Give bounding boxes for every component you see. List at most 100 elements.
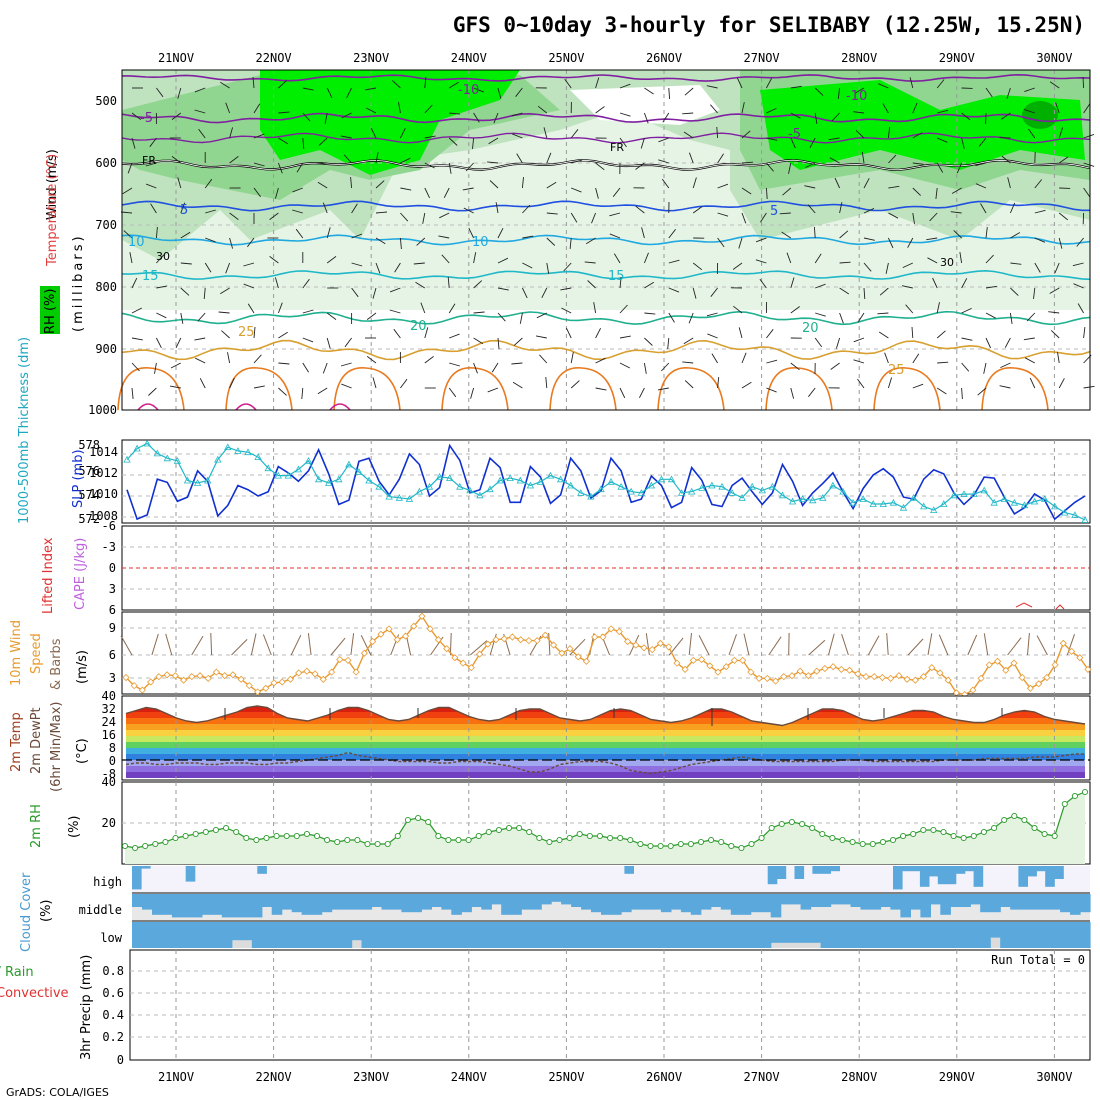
barb-7-12 <box>413 262 425 265</box>
slp-tick-1014: 1014 <box>89 445 118 459</box>
wind-pt-36 <box>418 612 426 620</box>
barb-4-18 <box>571 187 582 193</box>
temp-series <box>122 705 1090 775</box>
rh-pt-63 <box>758 834 765 842</box>
rh-pt-70 <box>829 834 836 842</box>
barb-12-39 <box>1083 385 1095 389</box>
date-bottom-28NOV: 28NOV <box>841 1070 877 1084</box>
rh-2m-series <box>121 788 1089 864</box>
barb-8-3 <box>203 287 206 300</box>
cloud-bar-1-6 <box>191 894 203 918</box>
wind-pt-17 <box>262 684 270 692</box>
barb-10-12 <box>424 327 429 339</box>
temp-band-4 <box>126 724 1085 730</box>
barb-10-15 <box>497 337 500 350</box>
barb-9-35 <box>985 312 996 319</box>
cloud-bar-1-95 <box>1080 894 1091 913</box>
barb-8-7 <box>302 278 310 289</box>
barb-11-3 <box>195 357 206 364</box>
cloud-bar-1-22 <box>351 894 363 910</box>
barb-9-2 <box>180 312 184 324</box>
thickness-pt-60 <box>728 489 736 496</box>
wind-pt-90 <box>862 673 870 681</box>
thickness-pt-18 <box>304 456 313 464</box>
barb-5-24 <box>717 212 729 217</box>
thickness-pt-67 <box>798 495 807 502</box>
wbarb-41 <box>938 634 949 656</box>
cloud-bar-2-20 <box>331 922 343 948</box>
barb-7-37 <box>1034 262 1041 273</box>
barb-2-30 <box>855 130 865 139</box>
barb-7-26 <box>755 259 767 264</box>
barb-8-5 <box>243 283 255 289</box>
barb-12-24 <box>717 377 720 389</box>
thickness-pt-86 <box>990 498 998 506</box>
barb-8-1 <box>156 285 168 289</box>
barb-4-24 <box>717 183 729 189</box>
wbarb-10 <box>330 637 346 656</box>
iso-m10 <box>122 73 1091 83</box>
isotherm-labels: -10 -5 FR 5 10 15 20 25 -10 -5 FR 5 10 1… <box>128 83 954 378</box>
cloud-bar-1-69 <box>820 894 832 907</box>
rh-pt-57 <box>697 838 705 846</box>
barb-12-14 <box>470 387 475 399</box>
rh-pt-78 <box>910 830 917 838</box>
cloud-bar-0-91 <box>946 866 957 885</box>
thick-tick-578: 578 <box>78 438 100 452</box>
cloud-bar-1-3 <box>161 894 173 915</box>
barb-0-39 <box>1082 76 1085 89</box>
barb-12-18 <box>570 380 580 389</box>
barb-3-10 <box>375 152 379 164</box>
barb-10-9 <box>344 337 352 348</box>
barb-6-27 <box>781 231 792 239</box>
wind-pt-28 <box>352 668 360 676</box>
cloud-bar-2-92 <box>1050 922 1061 948</box>
cloud-bar-2-41 <box>541 922 552 948</box>
thickness-pt-44 <box>567 481 575 489</box>
barb-2-31 <box>887 127 891 139</box>
profile-panel: -10 -5 FR 5 10 15 20 25 -10 -5 FR 5 10 1… <box>40 69 1095 417</box>
barb-3-16 <box>516 153 523 164</box>
wind-pt-93 <box>887 674 895 682</box>
wbarb-17 <box>469 640 488 656</box>
barb-1-6 <box>278 111 290 114</box>
barb-6-12 <box>416 237 426 246</box>
cloud-low-label: low <box>100 931 122 945</box>
iso-label-m5-b: -5 <box>788 127 801 142</box>
barb-8-12 <box>415 281 426 289</box>
cloud-bar-0-55 <box>624 866 634 874</box>
barb-11-38 <box>1057 352 1060 364</box>
wind-pt-96 <box>911 676 919 684</box>
iso-30-4 <box>549 367 617 411</box>
barb-4-12 <box>424 187 431 199</box>
slp-line <box>126 443 1086 521</box>
barb-3-25 <box>741 161 754 164</box>
barb-1-29 <box>831 112 840 122</box>
precip-frame <box>129 949 1091 1061</box>
wbarb-8 <box>290 634 302 656</box>
rh-pt-35 <box>475 832 482 840</box>
thickness-pt-78 <box>909 493 918 501</box>
barb-4-30 <box>863 178 870 189</box>
precip-total-label: Total / Rain <box>0 965 34 980</box>
barb-6-34 <box>953 230 962 239</box>
barb-5-27 <box>779 212 791 215</box>
barb-9-10 <box>366 312 377 320</box>
barb-7-10 <box>375 262 381 274</box>
rh-pt-56 <box>687 840 694 848</box>
thickness-pt-56 <box>688 487 696 495</box>
rh-pt-54 <box>667 842 674 850</box>
thickness-pt-93 <box>1061 508 1069 516</box>
rh-pt-40 <box>526 828 533 836</box>
wind-pt-67 <box>673 659 681 667</box>
wind-panel: 9 6 3 10m Wind Speed & Barbs (m/s) <box>9 611 1092 699</box>
barb-0-38 <box>1049 81 1060 89</box>
barb-8-36 <box>1010 287 1019 296</box>
wbarb-40 <box>927 633 933 656</box>
li-tick-m3: -3 <box>102 540 116 554</box>
thickness-pt-63 <box>758 486 766 494</box>
barb-9-29 <box>839 312 844 324</box>
rh-pt-25 <box>374 840 381 848</box>
wind-pt-61 <box>624 637 632 646</box>
wind-pt-0 <box>122 673 130 682</box>
